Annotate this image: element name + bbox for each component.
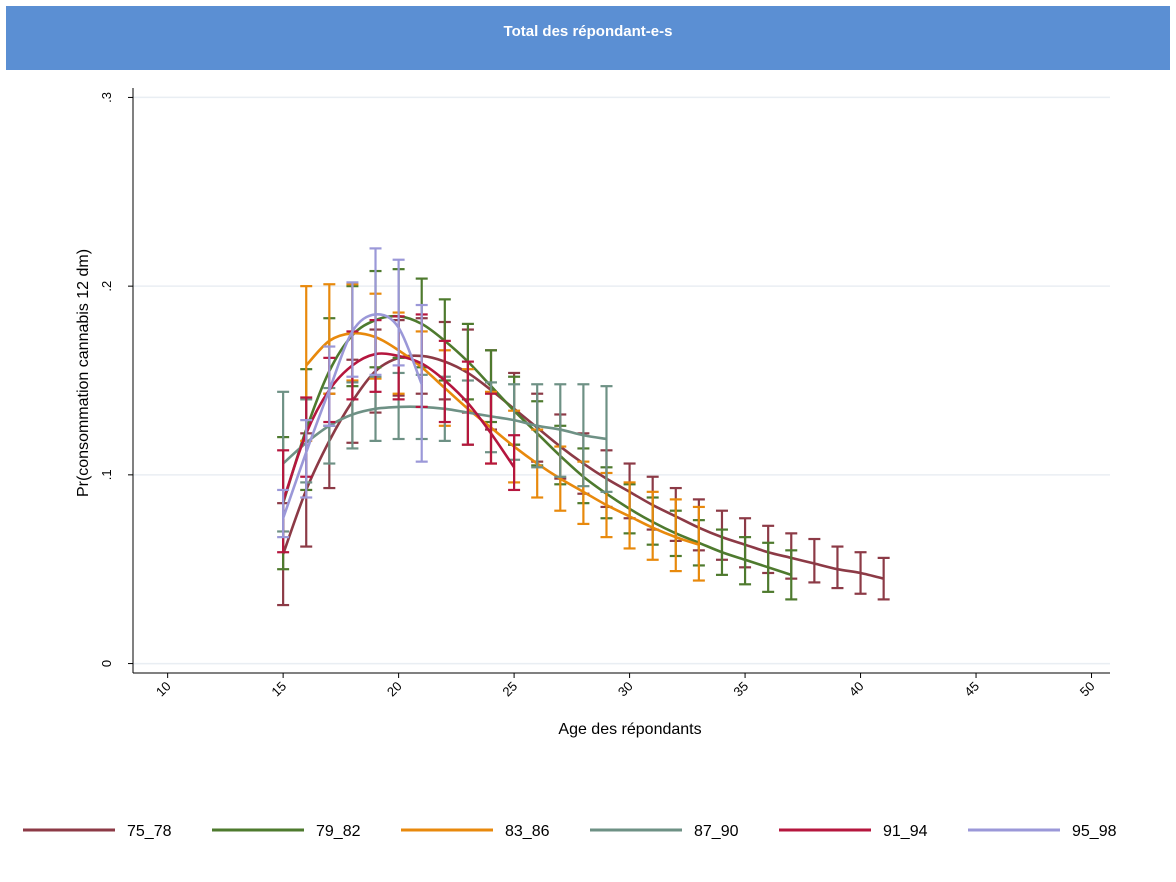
series-line [305, 331, 700, 546]
legend: 75_78 79_82 83_86 87_90 91_94 95_98 [23, 823, 1117, 840]
series-line [281, 313, 423, 519]
x-tick-label: 25 [499, 679, 520, 700]
y-tick-label: 0 [99, 660, 114, 667]
x-tick-label: 40 [846, 679, 867, 700]
x-tick-label: 15 [268, 679, 289, 700]
axes: 0 .1 .2 .3 10 15 20 25 30 35 40 45 50 [99, 88, 1110, 699]
y-axis-title: Pr(consommation cannabis 12 dm) [75, 249, 92, 497]
x-tick-label: 10 [153, 679, 174, 700]
x-tick-label: 45 [961, 679, 982, 700]
y-tick-label: .2 [99, 281, 114, 292]
series-group [277, 247, 890, 607]
x-tick-label: 50 [1077, 679, 1098, 700]
y-tick-label: .3 [99, 92, 114, 103]
chart-title-bar: Total des répondant-e-s [6, 6, 1170, 70]
x-axis-title: Age des répondants [558, 721, 701, 738]
gridlines [133, 96, 1110, 665]
legend-label: 91_94 [883, 823, 928, 840]
legend-label: 75_78 [127, 823, 172, 840]
legend-label: 87_90 [694, 823, 739, 840]
legend-label: 79_82 [316, 823, 361, 840]
plot-panel [46, 70, 1138, 760]
legend-label: 95_98 [1072, 823, 1117, 840]
series-95_98 [277, 247, 428, 539]
chart-title: Total des répondant-e-s [503, 23, 673, 40]
x-tick-label: 20 [384, 679, 405, 700]
x-tick-label: 35 [730, 679, 751, 700]
y-tick-label: .1 [99, 469, 114, 480]
legend-label: 83_86 [505, 823, 550, 840]
x-tick-label: 30 [615, 679, 636, 700]
